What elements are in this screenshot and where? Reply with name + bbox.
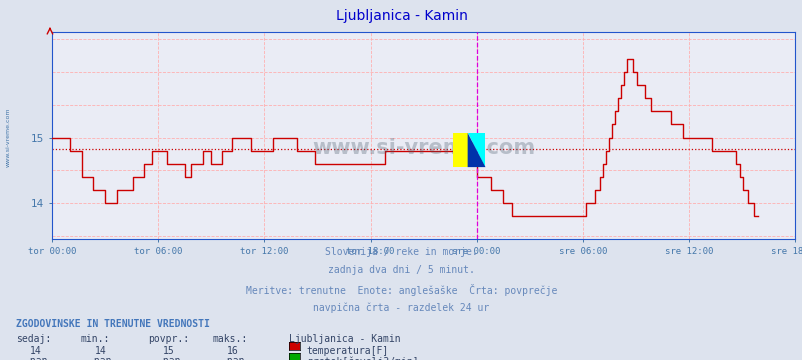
Text: min.:: min.: <box>80 334 110 344</box>
Text: temperatura[F]: temperatura[F] <box>306 346 388 356</box>
Text: Ljubljanica - Kamin: Ljubljanica - Kamin <box>289 334 400 344</box>
Text: sedaj:: sedaj: <box>16 334 51 344</box>
Text: -nan: -nan <box>221 356 245 360</box>
Text: www.si-vreme.com: www.si-vreme.com <box>6 107 10 167</box>
Text: 14: 14 <box>95 346 106 356</box>
Text: povpr.:: povpr.: <box>148 334 189 344</box>
Text: -nan: -nan <box>24 356 48 360</box>
Text: Meritve: trenutne  Enote: anglešaške  Črta: povprečje: Meritve: trenutne Enote: anglešaške Črta… <box>245 284 557 296</box>
Text: zadnja dva dni / 5 minut.: zadnja dva dni / 5 minut. <box>328 265 474 275</box>
Text: -nan: -nan <box>156 356 180 360</box>
Text: 16: 16 <box>227 346 238 356</box>
Bar <box>452 133 467 167</box>
Text: Ljubljanica - Kamin: Ljubljanica - Kamin <box>335 9 467 23</box>
Text: Slovenija / reke in morje.: Slovenija / reke in morje. <box>325 247 477 257</box>
Polygon shape <box>467 133 485 167</box>
Text: maks.:: maks.: <box>213 334 248 344</box>
Text: 15: 15 <box>163 346 174 356</box>
Polygon shape <box>467 133 485 167</box>
Text: navpična črta - razdelek 24 ur: navpična črta - razdelek 24 ur <box>313 303 489 313</box>
Text: -nan: -nan <box>88 356 112 360</box>
Text: pretok[čevelj3/min]: pretok[čevelj3/min] <box>306 356 418 360</box>
Text: ZGODOVINSKE IN TRENUTNE VREDNOSTI: ZGODOVINSKE IN TRENUTNE VREDNOSTI <box>16 319 209 329</box>
Text: 14: 14 <box>30 346 42 356</box>
Text: www.si-vreme.com: www.si-vreme.com <box>312 138 534 158</box>
